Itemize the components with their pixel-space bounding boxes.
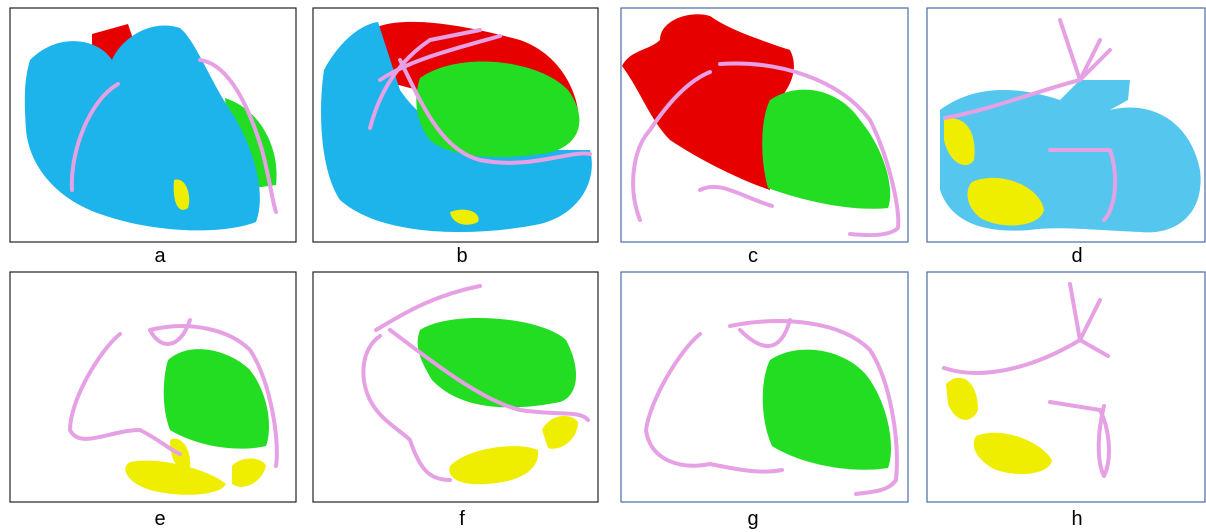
panel-label: e <box>154 508 165 530</box>
render-b <box>321 22 592 232</box>
panel-label: f <box>459 508 465 530</box>
render-c <box>622 14 898 235</box>
render-a <box>25 24 277 230</box>
figure: a b c d e f g h <box>0 0 1206 532</box>
panel-label: g <box>747 508 758 530</box>
render-h <box>944 284 1109 476</box>
panel-label: b <box>456 245 467 267</box>
panel-label: h <box>1071 508 1082 530</box>
panel-label: a <box>154 245 166 267</box>
render-f <box>363 286 588 484</box>
render-e <box>70 320 277 495</box>
panel-label: c <box>748 245 758 267</box>
render-d <box>940 20 1201 232</box>
panel-label: d <box>1071 245 1082 267</box>
render-g <box>646 320 897 494</box>
